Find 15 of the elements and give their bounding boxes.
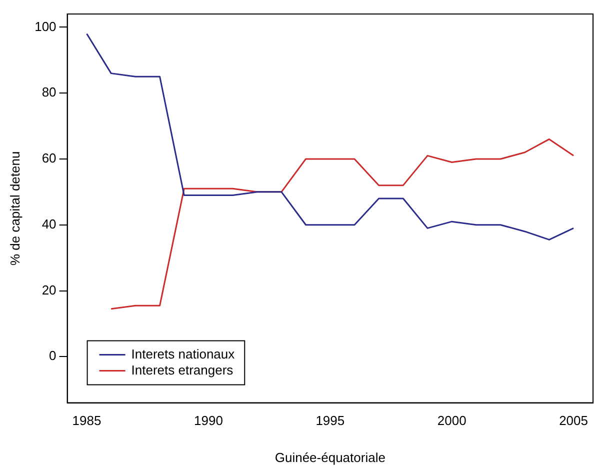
x-tick-label: 1995 <box>316 413 345 428</box>
x-tick-label: 2000 <box>437 413 466 428</box>
y-tick-label: 100 <box>34 18 56 34</box>
y-tick-label: 80 <box>42 84 56 100</box>
legend-label: Interets nationaux <box>131 346 236 362</box>
y-axis-title: % de capital detenu <box>7 151 22 266</box>
y-tick-label: 0 <box>49 348 56 364</box>
x-tick-label: 1990 <box>194 413 223 428</box>
x-tick-label: 1985 <box>72 413 102 428</box>
y-tick-label: 20 <box>42 282 56 298</box>
legend-label: Interets etrangers <box>131 362 234 378</box>
y-tick-label: 60 <box>42 150 56 166</box>
x-tick-label: 2005 <box>559 413 588 428</box>
x-axis-title: Guinée-équatoriale <box>274 450 386 465</box>
y-tick-label: 40 <box>42 216 56 232</box>
